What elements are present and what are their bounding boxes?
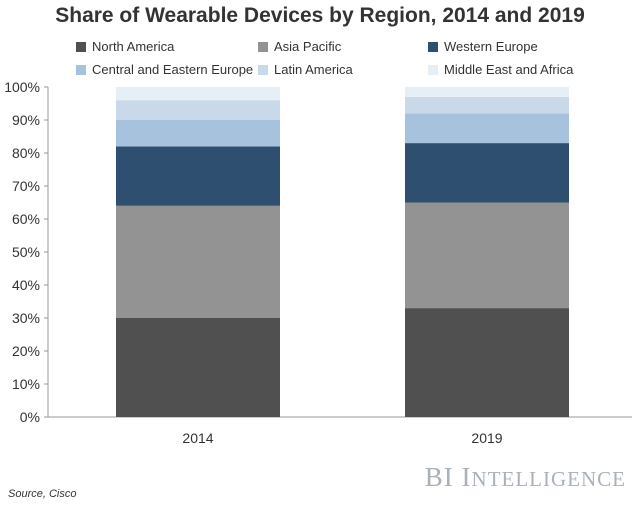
bar-segment — [116, 87, 280, 101]
bar-segment — [405, 202, 569, 309]
legend-swatch — [76, 41, 86, 52]
chart-title: Share of Wearable Devices by Region, 201… — [55, 4, 585, 27]
legend-label: Asia Pacific — [274, 39, 342, 54]
legend-swatch — [76, 64, 86, 75]
bar-segment — [116, 120, 280, 147]
legend-item-latin-america: Latin America — [258, 62, 353, 77]
bar-segment — [116, 146, 280, 206]
y-tick-label: 0% — [20, 409, 40, 425]
bar-segment — [405, 96, 569, 114]
legend-swatch — [428, 41, 438, 52]
legend-swatch — [258, 41, 268, 52]
legend-item-middle-east-africa: Middle East and Africa — [428, 62, 573, 77]
legend-label: Latin America — [274, 62, 353, 77]
legend-label: Western Europe — [444, 39, 538, 54]
bar-segment — [116, 318, 280, 417]
legend-swatch — [258, 64, 268, 75]
bar-segment — [405, 143, 569, 203]
x-tick-label: 2019 — [471, 430, 502, 446]
legend-label: Central and Eastern Europe — [92, 62, 254, 77]
legend-swatch — [428, 64, 438, 75]
x-tick-label: 2014 — [182, 430, 213, 446]
y-tick-label: 100% — [4, 79, 40, 95]
legend-item-western-europe: Western Europe — [428, 39, 538, 54]
y-tick-label: 90% — [12, 112, 40, 128]
bi-intelligence-logo: BI INTELLIGENCE — [425, 462, 626, 493]
legend-label: Middle East and Africa — [444, 62, 574, 77]
y-tick-label: 80% — [12, 145, 40, 161]
brand-rest: NTELLIGENCE — [471, 467, 626, 491]
legend-item-central-eastern-europe: Central and Eastern Europe — [76, 62, 253, 77]
legend-item-asia-pacific: Asia Pacific — [258, 39, 341, 54]
legend-label: North America — [92, 39, 175, 54]
bar-segment — [405, 113, 569, 144]
y-tick-label: 50% — [12, 244, 40, 260]
source-note: Source, Cisco — [8, 488, 77, 500]
bar-segment — [405, 308, 569, 417]
legend-item-north-america: North America — [76, 39, 174, 54]
y-tick-label: 10% — [12, 376, 40, 392]
y-tick-label: 30% — [12, 310, 40, 326]
y-tick-label: 20% — [12, 343, 40, 359]
brand-bi: BI — [424, 462, 454, 492]
bar-segment — [116, 205, 280, 318]
y-tick-label: 40% — [12, 277, 40, 293]
legend: North America Asia Pacific Western Europ… — [0, 0, 640, 80]
brand-i: I — [461, 462, 472, 492]
stacked-bar-chart: 0% 10% 20% 30% 40% 50% 60% 70% 80% 90% 100% 2014 201… — [4, 79, 632, 446]
y-tick-label: 70% — [12, 178, 40, 194]
y-tick-label: 60% — [12, 211, 40, 227]
bar-segment — [116, 100, 280, 120]
bar-segment — [405, 87, 569, 97]
